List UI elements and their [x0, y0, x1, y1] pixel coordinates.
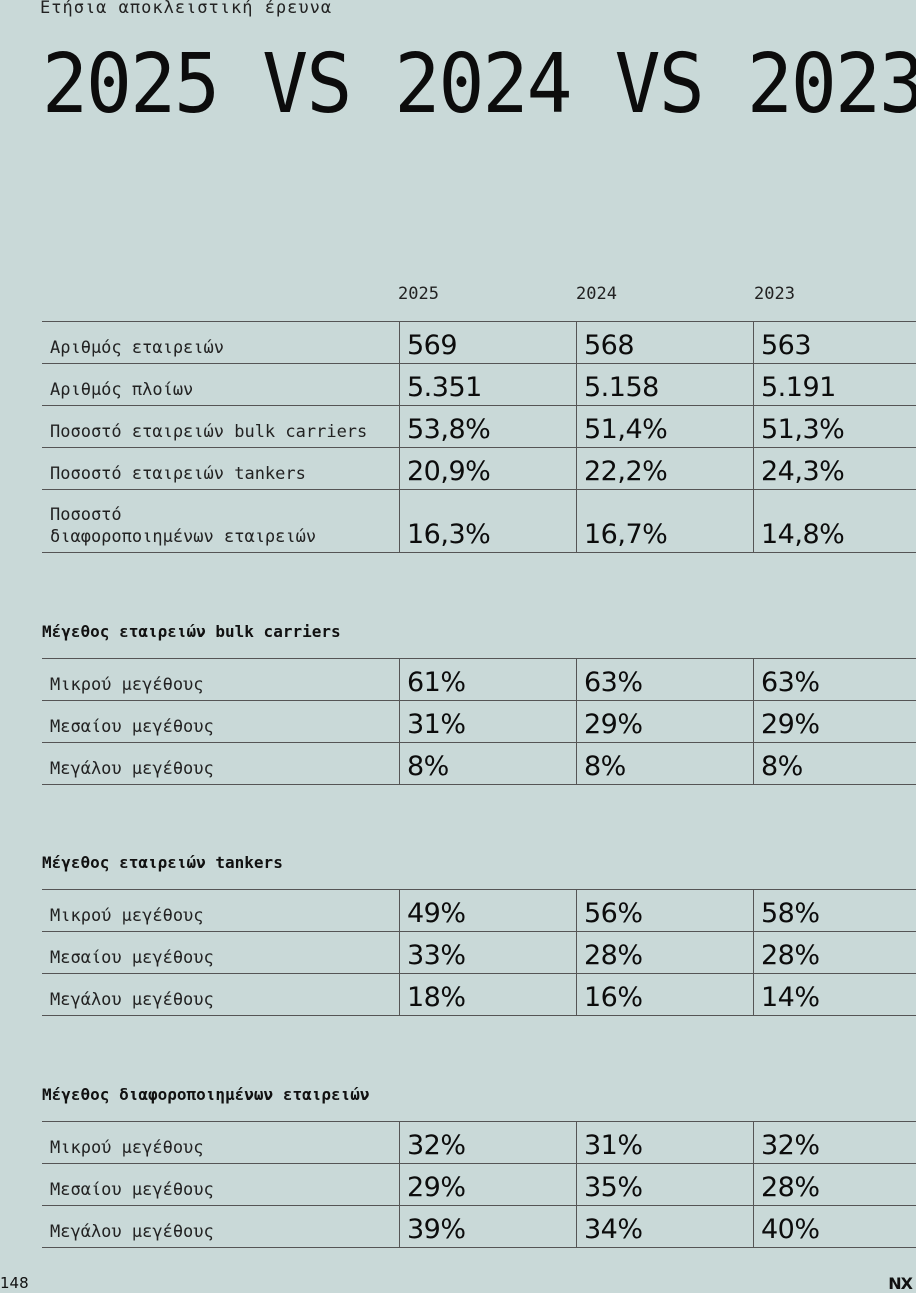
value-2025: 61%	[400, 659, 577, 701]
value-2024: 22,2%	[577, 448, 754, 490]
table-row: Μικρού μεγέθους 61% 63% 63%	[42, 659, 916, 701]
value-2025: 16,3%	[400, 490, 577, 553]
value-2024: 63%	[577, 659, 754, 701]
year-label-2024: 2024	[576, 284, 617, 304]
diversified-size-table: Μικρού μεγέθους 32% 31% 32% Μεσαίου μεγέ…	[42, 1121, 916, 1248]
table-row: Μεγάλου μεγέθους 8% 8% 8%	[42, 743, 916, 785]
page-title: 2025 VS 2024 VS 2023	[42, 40, 916, 130]
table-row: Μεγάλου μεγέθους 39% 34% 40%	[42, 1206, 916, 1248]
row-label: Μικρού μεγέθους	[42, 1122, 400, 1164]
value-2024: 568	[577, 322, 754, 364]
value-2024: 35%	[577, 1164, 754, 1206]
value-2025: 32%	[400, 1122, 577, 1164]
row-label: Ποσοστό εταιρειών tankers	[42, 448, 400, 490]
value-2025: 5.351	[400, 364, 577, 406]
value-2025: 20,9%	[400, 448, 577, 490]
table-row: Ποσοστό εταιρειών bulk carriers 53,8% 51…	[42, 406, 916, 448]
table-row: Αριθμός πλοίων 5.351 5.158 5.191	[42, 364, 916, 406]
value-2023: 14%	[754, 974, 916, 1016]
table-row: Μεγάλου μεγέθους 18% 16% 14%	[42, 974, 916, 1016]
row-label: Μεσαίου μεγέθους	[42, 1164, 400, 1206]
value-2023: 32%	[754, 1122, 916, 1164]
row-label-line: διαφοροποιημένων εταιρειών	[50, 526, 399, 548]
value-2023: 563	[754, 322, 916, 364]
overview-table: Αριθμός εταιρειών 569 568 563 Αριθμός πλ…	[42, 321, 916, 553]
value-2023: 40%	[754, 1206, 916, 1248]
row-label: Μεγάλου μεγέθους	[42, 743, 400, 785]
value-2024: 16%	[577, 974, 754, 1016]
section-title-bulk: Μέγεθος εταιρειών bulk carriers	[42, 622, 341, 641]
row-label-line: Ποσοστό	[50, 504, 399, 526]
table-row: Μεσαίου μεγέθους 31% 29% 29%	[42, 701, 916, 743]
table-row: Μικρού μεγέθους 32% 31% 32%	[42, 1122, 916, 1164]
year-label-2023: 2023	[754, 284, 795, 304]
section-title-tankers: Μέγεθος εταιρειών tankers	[42, 853, 283, 872]
value-2024: 28%	[577, 932, 754, 974]
row-label: Ποσοστό διαφοροποιημένων εταιρειών	[42, 490, 400, 553]
row-label: Μεσαίου μεγέθους	[42, 932, 400, 974]
row-label: Ποσοστό εταιρειών bulk carriers	[42, 406, 400, 448]
value-2023: 8%	[754, 743, 916, 785]
row-label: Μικρού μεγέθους	[42, 890, 400, 932]
year-label-2025: 2025	[398, 284, 439, 304]
value-2025: 569	[400, 322, 577, 364]
value-2025: 8%	[400, 743, 577, 785]
table-row: Μεσαίου μεγέθους 33% 28% 28%	[42, 932, 916, 974]
value-2023: 29%	[754, 701, 916, 743]
table-row: Μεσαίου μεγέθους 29% 35% 28%	[42, 1164, 916, 1206]
value-2024: 34%	[577, 1206, 754, 1248]
value-2023: 58%	[754, 890, 916, 932]
value-2025: 29%	[400, 1164, 577, 1206]
value-2024: 8%	[577, 743, 754, 785]
row-label: Μεγάλου μεγέθους	[42, 1206, 400, 1248]
value-2023: 14,8%	[754, 490, 916, 553]
tankers-size-table: Μικρού μεγέθους 49% 56% 58% Μεσαίου μεγέ…	[42, 889, 916, 1016]
row-label: Μεσαίου μεγέθους	[42, 701, 400, 743]
table-row: Ποσοστό εταιρειών tankers 20,9% 22,2% 24…	[42, 448, 916, 490]
value-2025: 33%	[400, 932, 577, 974]
value-2025: 31%	[400, 701, 577, 743]
row-label: Μεγάλου μεγέθους	[42, 974, 400, 1016]
table-row: Ποσοστό διαφοροποιημένων εταιρειών 16,3%…	[42, 490, 916, 553]
value-2025: 53,8%	[400, 406, 577, 448]
brand-logo: NX	[888, 1274, 912, 1293]
value-2023: 63%	[754, 659, 916, 701]
value-2023: 28%	[754, 1164, 916, 1206]
value-2024: 16,7%	[577, 490, 754, 553]
value-2024: 29%	[577, 701, 754, 743]
value-2024: 31%	[577, 1122, 754, 1164]
value-2023: 51,3%	[754, 406, 916, 448]
table-row: Αριθμός εταιρειών 569 568 563	[42, 322, 916, 364]
section-title-diversified: Μέγεθος διαφοροποιημένων εταιρειών	[42, 1085, 370, 1104]
value-2024: 51,4%	[577, 406, 754, 448]
row-label: Μικρού μεγέθους	[42, 659, 400, 701]
value-2025: 39%	[400, 1206, 577, 1248]
value-2025: 49%	[400, 890, 577, 932]
value-2023: 28%	[754, 932, 916, 974]
table-row: Μικρού μεγέθους 49% 56% 58%	[42, 890, 916, 932]
page-number: 148	[0, 1274, 29, 1292]
value-2025: 18%	[400, 974, 577, 1016]
value-2024: 56%	[577, 890, 754, 932]
row-label: Αριθμός εταιρειών	[42, 322, 400, 364]
page-kicker: Ετήσια αποκλειστική έρευνα	[40, 0, 332, 18]
bulk-size-table: Μικρού μεγέθους 61% 63% 63% Μεσαίου μεγέ…	[42, 658, 916, 785]
value-2024: 5.158	[577, 364, 754, 406]
value-2023: 5.191	[754, 364, 916, 406]
value-2023: 24,3%	[754, 448, 916, 490]
row-label: Αριθμός πλοίων	[42, 364, 400, 406]
year-header-row: 2025 2024 2023	[0, 284, 916, 308]
